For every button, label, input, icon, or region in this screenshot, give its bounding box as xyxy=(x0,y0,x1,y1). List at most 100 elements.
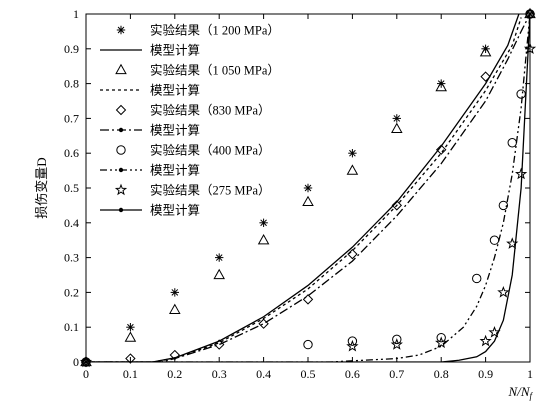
data-point xyxy=(302,294,314,305)
data-point xyxy=(124,331,137,342)
legend-label: 实验结果（275 MPa） xyxy=(150,183,271,198)
data-point xyxy=(392,334,402,345)
data-point xyxy=(497,285,510,298)
legend-item: 模型计算 xyxy=(100,163,200,178)
data-point xyxy=(170,288,179,297)
series-3 xyxy=(86,17,522,362)
legend-item: 模型计算 xyxy=(100,123,200,138)
data-point xyxy=(302,195,314,207)
data-point xyxy=(479,334,492,347)
y-tick-label: 0.4 xyxy=(64,216,79,230)
data-point xyxy=(348,149,357,158)
data-point xyxy=(391,200,403,211)
y-tick-label: 0.7 xyxy=(64,111,79,125)
data-point xyxy=(303,183,313,193)
legend-item: 实验结果（400 MPa） xyxy=(116,143,271,158)
data-point xyxy=(392,114,401,123)
series-8 xyxy=(79,42,537,368)
data-point xyxy=(523,42,537,55)
data-point xyxy=(435,144,447,155)
x-axis-ticks: 0 0.1 0.2 0.3 0.4 0.5 0.6 0.7 0.8 0.9 1 xyxy=(83,14,533,381)
legend-item: 实验结果（275 MPa） xyxy=(114,183,271,198)
x-tick-label: 0.4 xyxy=(256,367,271,381)
legend-label: 模型计算 xyxy=(150,123,200,138)
data-point xyxy=(303,339,313,350)
legend-label: 实验结果（830 MPa） xyxy=(150,103,271,118)
model-curve-line xyxy=(86,17,522,362)
x-tick-label: 0.2 xyxy=(167,367,182,381)
y-tick-label: 0 xyxy=(73,355,79,369)
series-9 xyxy=(86,14,530,362)
legend-marker xyxy=(115,104,127,116)
data-point xyxy=(507,138,517,148)
y-tick-label: 0.2 xyxy=(64,285,79,299)
legend-dot-marker xyxy=(118,127,124,133)
y-tick-label: 0.9 xyxy=(64,42,79,56)
legend-marker xyxy=(116,145,126,155)
x-tick-label: 0 xyxy=(83,367,89,381)
legend-label: 模型计算 xyxy=(150,43,200,58)
legend-marker xyxy=(116,25,126,35)
legend-label: 模型计算 xyxy=(150,163,200,178)
data-point xyxy=(257,233,270,245)
legend-label: 模型计算 xyxy=(150,83,200,98)
legend-marker xyxy=(115,63,127,75)
y-tick-label: 0.3 xyxy=(64,251,79,265)
data-point xyxy=(347,336,358,346)
data-point xyxy=(436,332,446,343)
legend-item: 实验结果（830 MPa） xyxy=(115,103,271,118)
y-tick-label: 0.6 xyxy=(64,146,79,160)
legend-item: 模型计算 xyxy=(100,203,200,218)
y-axis-ticks: 0 0.1 0.2 0.3 0.4 0.5 0.6 0.7 0.8 0.9 1 xyxy=(64,7,530,369)
data-point xyxy=(488,325,501,338)
legend-item: 实验结果（1 050 MPa） xyxy=(115,63,280,78)
model-curve-line xyxy=(86,14,530,362)
data-point xyxy=(489,235,500,245)
legend-item: 模型计算 xyxy=(100,43,200,58)
data-point xyxy=(259,218,268,227)
x-tick-label: 0.3 xyxy=(212,367,227,381)
data-point xyxy=(391,122,403,133)
data-point xyxy=(480,71,491,82)
legend-item: 实验结果（1 200 MPa） xyxy=(116,23,280,38)
legend-label: 实验结果（1 050 MPa） xyxy=(150,63,280,78)
data-point xyxy=(346,164,359,175)
data-point xyxy=(126,323,135,332)
x-tick-label: 0.9 xyxy=(478,367,493,381)
legend-marker xyxy=(114,183,128,196)
x-tick-label: 0.7 xyxy=(389,367,404,381)
x-tick-label: 0.8 xyxy=(434,367,449,381)
data-point xyxy=(516,89,526,99)
data-point xyxy=(213,268,225,280)
data-point xyxy=(125,353,136,364)
y-tick-label: 0.8 xyxy=(64,77,79,91)
model-curve-line xyxy=(86,14,530,362)
legend-item: 模型计算 xyxy=(100,83,200,98)
data-point xyxy=(79,355,93,368)
data-point xyxy=(435,336,448,349)
series-7 xyxy=(86,14,530,362)
data-point xyxy=(80,355,92,367)
data-point xyxy=(169,349,181,361)
y-tick-label: 0.1 xyxy=(64,320,79,334)
legend-dot-marker xyxy=(118,207,124,213)
x-tick-label: 0.1 xyxy=(123,367,138,381)
data-point xyxy=(472,273,482,284)
data-point xyxy=(347,248,358,260)
series-5 xyxy=(86,14,530,362)
x-tick-label: 0.6 xyxy=(345,367,360,381)
data-point xyxy=(346,339,359,352)
data-point xyxy=(435,80,447,92)
data-point xyxy=(498,200,509,211)
data-point xyxy=(390,338,403,350)
data-point xyxy=(479,46,492,57)
y-axis-label: 损伤变量D xyxy=(34,157,49,218)
x-tick-label: 0.5 xyxy=(301,367,316,381)
legend-dot-marker xyxy=(118,167,124,173)
legend-label: 实验结果（1 200 MPa） xyxy=(150,23,280,38)
data-point xyxy=(169,303,181,314)
x-axis-label: N/Nf xyxy=(508,384,534,401)
series-layer xyxy=(79,7,537,368)
